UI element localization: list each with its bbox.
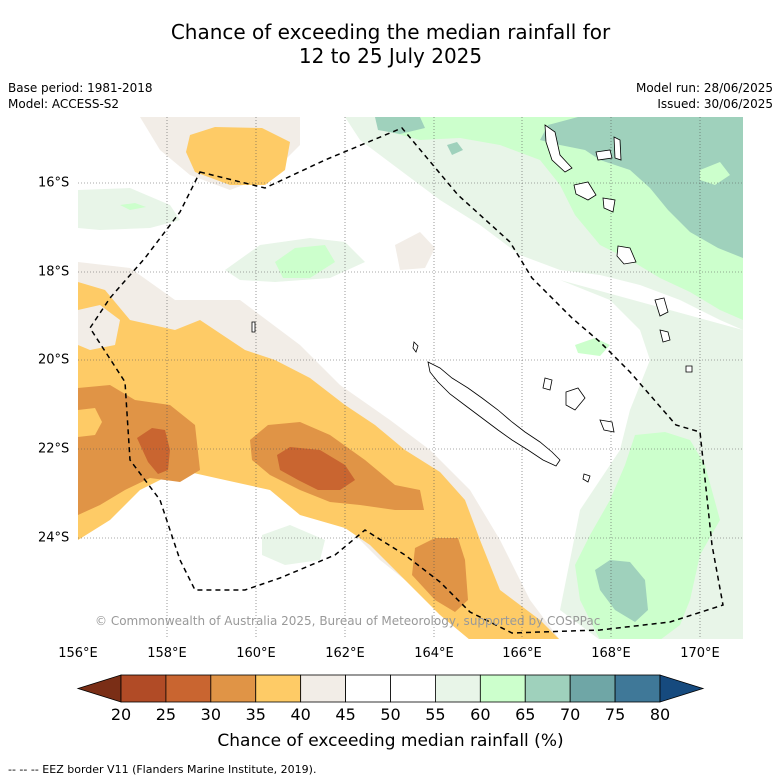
meta-left: Base period: 1981-2018 Model: ACCESS-S2: [8, 80, 153, 112]
lon-label: 170°E: [680, 646, 720, 661]
coastlines: [251, 124, 693, 483]
lat-label: 18°S: [38, 264, 70, 280]
vanuatu-island-8: [659, 329, 671, 343]
field-40-45-ne: [395, 232, 435, 270]
field-60-65-west-spot: [120, 203, 146, 210]
island-small-b: [251, 321, 256, 333]
colorbar-tick-label: 20: [110, 705, 132, 724]
vanuatu-island-3: [595, 149, 613, 161]
colorbar-bin: [390, 674, 436, 703]
colorbar-tick-label: 30: [200, 705, 222, 724]
lon-label: 162°E: [325, 646, 365, 661]
lat-label: 20°S: [38, 352, 70, 368]
field-65-70-south-east: [595, 560, 648, 622]
field-65-70-north: [375, 117, 425, 134]
field-25-30-center: [277, 447, 355, 490]
colorbar-bin: [569, 674, 616, 703]
meta-right: Model run: 28/06/2025 Issued: 30/06/2025: [636, 80, 773, 112]
map-title-line1: Chance of exceeding the median rainfall …: [170, 20, 611, 44]
colorbar-bin: [435, 674, 481, 703]
vanuatu-island-4: [613, 136, 622, 161]
colorbar-tick-label: 35: [245, 705, 266, 724]
lon-label: 156°E: [58, 646, 98, 661]
colorbar-tick-label: 25: [155, 705, 177, 724]
field-25-30-west: [137, 428, 170, 474]
colorbar-bin: [524, 674, 571, 703]
field-60-65-mid: [275, 245, 335, 278]
field-60-65-center-east: [575, 338, 610, 356]
colorbar-extend-low: [76, 674, 122, 703]
lon-label: 158°E: [147, 646, 187, 661]
island-pines: [582, 473, 591, 483]
colorbar-bin: [479, 674, 526, 703]
field-35-40-north: [186, 127, 290, 185]
colorbar-tick-label: 80: [649, 705, 671, 724]
loyalty-island-1: [542, 377, 553, 391]
colorbar-bin: [345, 674, 391, 703]
vanuatu-island-7: [654, 297, 669, 317]
field-55-60-south: [262, 525, 325, 565]
field-65-70-spot: [447, 142, 463, 155]
lat-label: 22°S: [38, 441, 70, 457]
vanuatu-island-2: [573, 181, 597, 201]
lon-label: 168°E: [591, 646, 631, 661]
colorbar: [76, 674, 705, 703]
colorbar-extend-high: [659, 674, 705, 703]
model-run: Model run: 28/06/2025: [635, 81, 773, 95]
base-period: Base period: 1981-2018: [8, 81, 153, 95]
loyalty-island-2: [565, 387, 586, 411]
eez-footnote: -- -- -- EEZ border V11 (Flanders Marine…: [8, 763, 317, 776]
colorbar-tick-label: 75: [604, 705, 626, 724]
lon-label: 164°E: [414, 646, 454, 661]
new-caledonia-island: [427, 361, 561, 467]
colorbar-bin: [120, 674, 167, 703]
copyright-text: © Commonwealth of Australia 2025, Bureau…: [95, 614, 601, 628]
map-fields: [78, 117, 743, 639]
lat-label: 24°S: [38, 530, 70, 546]
issued-date: Issued: 30/06/2025: [657, 97, 773, 111]
field-30-35-west-hole: [78, 408, 102, 437]
eez-border: [89, 127, 724, 634]
lat-label: 16°S: [38, 175, 70, 191]
colorbar-tick-label: 60: [470, 705, 491, 724]
colorbar-tick-label: 55: [425, 705, 446, 724]
field-30-35-south: [412, 538, 468, 612]
loyalty-island-3: [599, 419, 615, 433]
colorbar-tick-label: 50: [380, 705, 401, 724]
model-name: Model: ACCESS-S2: [8, 97, 120, 111]
map-title-line2: 12 to 25 July 2025: [298, 44, 483, 68]
vanuatu-island-6: [616, 245, 637, 265]
vanuatu-island-1: [544, 124, 573, 173]
island-small-c: [412, 341, 419, 353]
colorbar-tick-label: 40: [290, 705, 311, 724]
field-65-70-northeast: [540, 117, 743, 258]
colorbar-label: Chance of exceeding median rainfall (%): [217, 731, 564, 751]
lon-label: 160°E: [236, 646, 276, 661]
colorbar-tick-label: 65: [515, 705, 536, 724]
lon-label: 166°E: [502, 646, 542, 661]
island-small-a: [685, 365, 693, 373]
colorbar-bin: [300, 674, 346, 703]
field-30-35-west: [78, 385, 200, 515]
colorbar-bin: [614, 674, 661, 703]
field-35-40-west-hole: [78, 305, 120, 350]
colorbar-bin: [210, 674, 257, 703]
field-55-60-hole-ne: [700, 162, 730, 185]
colorbar-bin: [165, 674, 212, 703]
colorbar-tick-label: 70: [559, 705, 581, 724]
colorbar-tick-label: 45: [335, 705, 356, 724]
colorbar-bin: [255, 674, 302, 703]
vanuatu-island-5: [602, 197, 616, 213]
